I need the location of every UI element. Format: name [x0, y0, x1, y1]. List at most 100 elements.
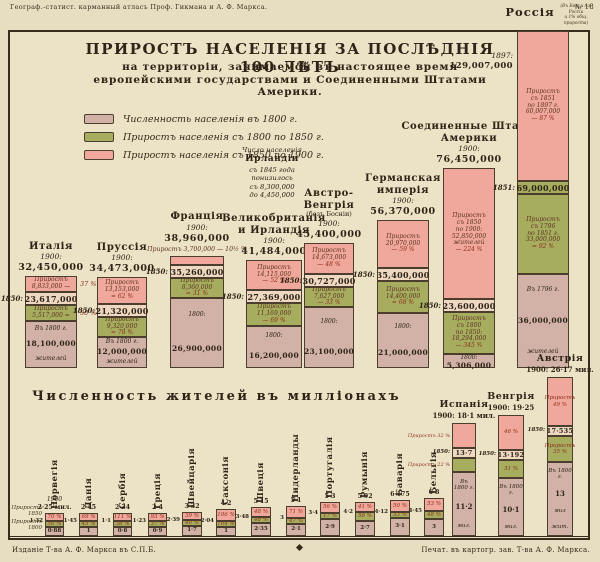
segment-pop-1800: Въ 1800 г. 11·2 мил. — [452, 472, 476, 536]
segment-growth-1850-1900: 70 % — [45, 513, 64, 521]
legend-item-2: Приростъ населенія съ 1850 по 1900 г. — [84, 146, 324, 164]
value-1900: 1900: 18·1 мил. — [432, 411, 496, 420]
segment-growth-1850-1900: 111 % — [113, 513, 132, 521]
growth-text-line: Приростъ — [452, 212, 486, 220]
pct-1800-1850: 56 % — [358, 513, 372, 520]
page-header-imprint: Географ.-статист. карманный атласъ Проф.… — [10, 3, 268, 11]
segment-pop-1800: 0·8 — [113, 527, 132, 536]
segment-pop-1800: 3 — [424, 519, 444, 536]
value-1850-box: 23,600,000 — [442, 299, 496, 312]
growth-text-line: = 68 % — [391, 299, 415, 307]
value-1900: 32,450,000 — [18, 262, 84, 274]
pct-1800-1850: 37 % — [150, 520, 165, 527]
value-1800: 0·9 — [152, 527, 163, 534]
segment-pop-1800: 1 — [79, 527, 98, 536]
chart-subtitle-line1: на территоріи, занимаемой въ настоящее в… — [122, 61, 458, 73]
value-1800: 2·7 — [360, 524, 370, 531]
segment-growth-1800-1850 — [452, 458, 476, 472]
growth-text-line: Приростъ — [257, 263, 291, 271]
value-1900: 2·34 — [114, 504, 131, 511]
ireland-note-line: Число населенія — [242, 146, 302, 154]
value-1800: 1 — [224, 527, 228, 534]
axis-left-label-1: Приростъ 1800 — [0, 519, 42, 532]
value-1900: 6·175 — [390, 491, 410, 498]
label-1850: 1850: — [0, 294, 23, 303]
segment-growth-1800-1850: 48 % — [251, 517, 271, 523]
segment-pop-1800: 1800: 23,100,000 — [304, 307, 354, 368]
pop-1800-line: 1800: — [320, 318, 338, 326]
country-name-vertical: Данія — [84, 477, 94, 509]
segment-growth-1800-1850: 56 % — [355, 512, 375, 521]
segment-growth-1850-1900: 39 % — [182, 512, 202, 520]
value-1850: 3 — [280, 515, 284, 521]
pop-1800-line: Въ 1800 г. — [453, 478, 475, 492]
value-1850-box: 17·535 — [546, 426, 574, 436]
pop-1800-line: жителей — [35, 355, 67, 363]
value-1800: 3 — [432, 523, 436, 530]
pop-1800-line: 23,100,000 — [304, 346, 354, 356]
segment-pop-1800: Въ 1800 г. 10·1 мил. — [498, 478, 524, 536]
value-1850-box: 23,617,000 — [24, 292, 78, 305]
segment-growth-1850-1900: 53 % — [424, 498, 444, 511]
pct-1800-1850: 17 % — [323, 512, 337, 519]
value-1850: 1·23 — [132, 518, 146, 524]
legend-item-label: Численность населенія въ 1800 г. — [123, 113, 298, 125]
label-1850: 1851: — [492, 183, 515, 192]
segment-growth-1800-1850: Приростъ съ 1800 по 1850: 18,294,000— 345 % — [443, 312, 495, 354]
pct-1850-1900: 71 % — [289, 508, 303, 515]
country-name-vertical: Сербія — [118, 472, 128, 509]
pop-1800-line: 1800: — [460, 354, 478, 361]
legend-item-label: Приростъ населенія съ 1800 по 1850 г. — [123, 131, 324, 143]
growth-text-line: = 62 % — [110, 292, 134, 300]
segment-growth-1800-1850: 45 % — [79, 521, 98, 527]
growth-text-line: по 1900: — [455, 225, 483, 233]
ireland-note-line: Ирландіи — [245, 154, 299, 165]
pct-1800-1850: 104 % — [217, 520, 235, 527]
segment-growth-1850-1900: Приростъ съ 1851 по 1897 г. 60,007,000— 87 … — [517, 31, 569, 181]
value-1800: 0·8 — [117, 527, 128, 534]
footer-printer: Печат. въ картогр. зав. Т-ва А. Ф. Маркс… — [421, 546, 590, 554]
pct-1800-1850: 38 % — [115, 520, 130, 527]
value-1900: 2·4 — [152, 504, 163, 511]
segment-pop-1800: 2·35 — [251, 523, 271, 536]
growth-text-line: = 31 % — [185, 290, 209, 298]
country-name: Германская — [365, 173, 441, 184]
country-name: Австро- — [304, 188, 354, 200]
pop-1800-line: 10·1 — [502, 505, 520, 515]
year-1900-label: 1900 — [46, 496, 63, 503]
label-1850: 1850: — [432, 449, 450, 455]
growth-text-line: Приростъ — [257, 303, 291, 311]
growth-text-line: Приростъ — [386, 285, 420, 293]
segment-pop-1800: 1 — [216, 527, 236, 536]
pct-1850-1900: 56 % — [323, 504, 337, 511]
value-1850: 2·39 — [166, 517, 180, 523]
segment-growth-1800-1850: Приростъ 11,169,000— 69 % — [246, 303, 302, 326]
label-1850: 1850: — [352, 270, 375, 279]
pop-1800-line: 36,000,000 — [518, 315, 568, 325]
segment-growth-1850-1900: 50 % — [390, 500, 410, 512]
growth-text-line: 8,833,000 — — [31, 283, 71, 290]
segment-pop-1800: 1·7 — [182, 526, 202, 536]
year-label: 1900: — [40, 252, 62, 261]
country-name: Испанія — [439, 399, 489, 410]
bar-header-Пруссія: Пруссія 1900: 34,473,000 — [63, 215, 181, 275]
growth-text-line: по 1897 г. — [527, 101, 559, 109]
bar-header-Италія: Италія 1900: 32,450,000 — [0, 214, 111, 274]
growth-text-line: съ 1796 — [530, 222, 556, 230]
label-1850: 1850: — [72, 306, 95, 315]
value-1900: 41,484,000 — [241, 246, 307, 258]
segment-pop-1800: 2·7 — [355, 521, 375, 536]
growth-text-line: съ 1850 — [456, 219, 482, 227]
legend-item-label: Приростъ населенія съ 1850 по 1900 г. — [123, 149, 324, 161]
segment-pop-1800: 0·9 — [148, 527, 167, 536]
growth-text-line: Приростъ — [180, 276, 214, 284]
value-1900: 45,400,000 — [296, 229, 362, 241]
bar-header-Соединенные Штаты Америки: Соединенные Штаты Америки 1900: 76,450,000 — [401, 106, 535, 166]
segment-growth-1800-1850: Приростъ съ 1796 по 1851 г. 33,000,000 = 92 … — [517, 194, 569, 274]
bar-header-Австро-Венгрія: Австро- Венгрія (безъ Босніи) 1900: 45,400,0… — [270, 181, 388, 241]
segment-pop-1800: Въ 1796 г. 36,000,000 жителей — [517, 274, 569, 368]
chart-title: ПРИРОСТЪ НАСЕЛЕНІЯ ЗА ПОСЛѢДНІЯ 100 ЛѢТЪ — [85, 40, 495, 76]
value-1850: 1·45 — [63, 518, 77, 524]
pop-1800-line: Въ 1800 г. — [548, 467, 572, 481]
segment-pop-1800: Въ 1800 г. 13 мил жит. — [547, 462, 573, 536]
